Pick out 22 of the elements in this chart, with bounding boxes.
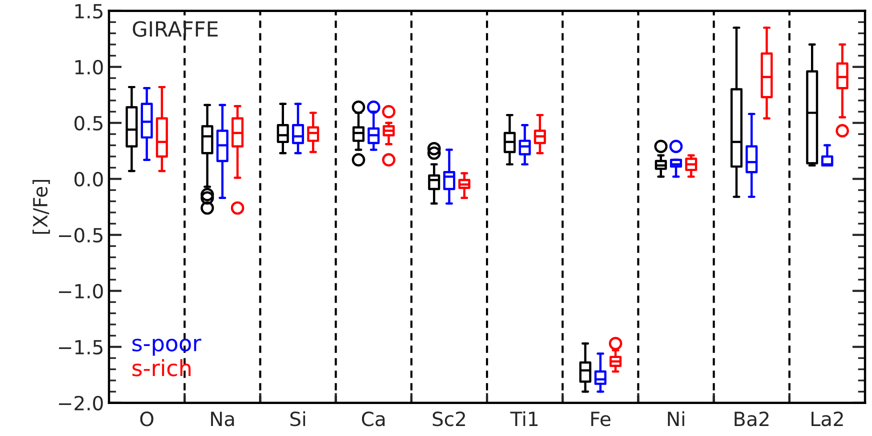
annotation: GIRAFFE xyxy=(132,21,218,37)
y-tick-label: −1.5 xyxy=(58,340,102,355)
x-tick-label: La2 xyxy=(812,412,843,426)
x-tick-label: Ca xyxy=(362,412,385,426)
text: s-poor xyxy=(132,338,202,356)
x-tick-label: Ti1 xyxy=(510,411,538,426)
x-tick-label: Sc2 xyxy=(432,412,465,426)
x-tick-label: O xyxy=(140,412,154,426)
x-tick-label: Na xyxy=(211,412,234,426)
y-tick-label: 0.0 xyxy=(74,172,103,187)
y-tick-label: 0.5 xyxy=(74,116,102,131)
y-tick-label: 1.0 xyxy=(75,60,103,75)
x-tick-label: Si xyxy=(290,411,306,426)
y-tick-label: −1.0 xyxy=(58,284,103,299)
y-tick-label: −2.0 xyxy=(58,396,103,411)
y-tick-label: 1.5 xyxy=(75,4,102,19)
x-tick-label: Ba2 xyxy=(734,412,768,426)
text: s-rich xyxy=(132,359,191,376)
y-tick-label: −0.5 xyxy=(58,228,102,243)
x-tick-label: Ni xyxy=(668,411,684,426)
y-axis-title: [X/Fe] xyxy=(32,180,50,234)
x-tick-label: Fe xyxy=(591,412,610,426)
